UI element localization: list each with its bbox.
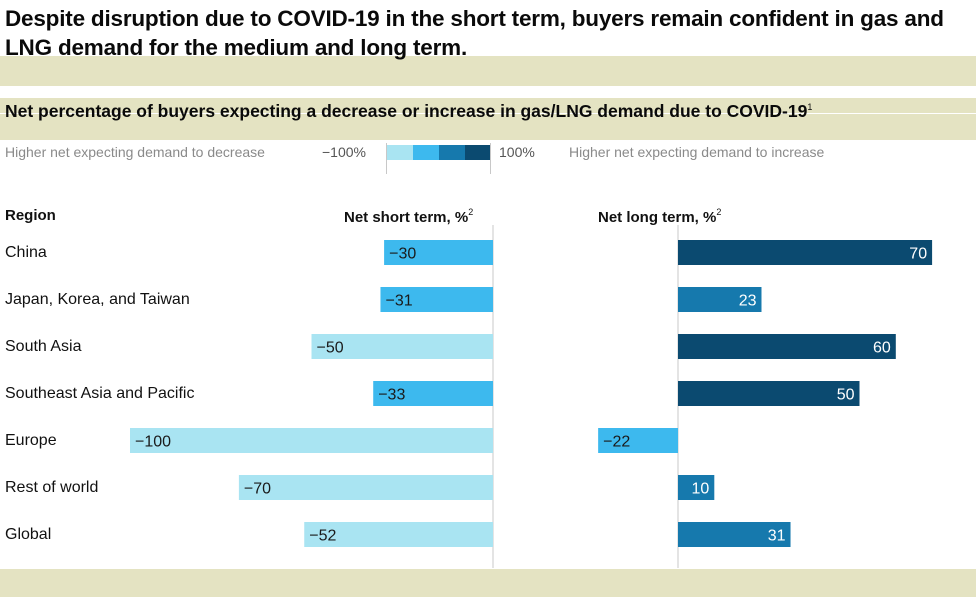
short-term-value-label: −31: [385, 293, 412, 310]
long-term-header: Net long term, %2: [598, 207, 721, 226]
region-label: South Asia: [5, 338, 82, 355]
short-term-value-label: −70: [244, 481, 271, 498]
legend-tick-left: [386, 143, 387, 174]
region-label: Europe: [5, 432, 57, 449]
region-label: Rest of world: [5, 479, 99, 496]
short-term-bar: [130, 428, 493, 453]
short-term-header: Net short term, %2: [344, 207, 473, 226]
chart-title: Despite disruption due to COVID-19 in th…: [5, 6, 944, 60]
short-term-bar: [311, 334, 493, 359]
short-term-bar: [384, 240, 493, 265]
long-term-value-label: 60: [873, 340, 891, 357]
long-term-value-label: −22: [603, 434, 630, 451]
long-term-bar: [598, 428, 678, 453]
band-subtitle-bottom: [0, 114, 976, 140]
short-term-header-text: Net short term, %: [344, 209, 469, 226]
short-term-value-label: −50: [317, 340, 344, 357]
chart-subtitle: Net percentage of buyers expecting a dec…: [5, 96, 971, 122]
legend-min-label: −100%: [322, 144, 366, 160]
short-term-footnote: 2: [468, 207, 474, 217]
subtitle-text: Net percentage of buyers expecting a dec…: [5, 101, 808, 121]
region-label: Southeast Asia and Pacific: [5, 385, 195, 402]
legend-max-label: 100%: [499, 144, 535, 160]
long-term-header-text: Net long term, %: [598, 209, 717, 226]
short-term-value-label: −30: [389, 246, 416, 263]
region-header: Region: [5, 207, 56, 224]
short-term-value-label: −33: [378, 387, 405, 404]
long-term-footnote: 2: [716, 207, 722, 217]
long-term-bar: [678, 334, 896, 359]
short-term-bar: [304, 522, 493, 547]
legend-tick-right: [490, 143, 491, 174]
long-term-bar: [678, 287, 762, 312]
short-term-bar: [373, 381, 493, 406]
long-term-value-label: 50: [837, 387, 855, 404]
short-term-bar: [380, 287, 493, 312]
short-term-value-label: −100: [135, 434, 171, 451]
long-term-value-label: 10: [692, 481, 710, 498]
region-label: China: [5, 244, 47, 261]
long-term-bar: [678, 240, 933, 265]
long-term-value-label: 70: [909, 246, 927, 263]
subtitle-footnote: 1: [807, 102, 813, 112]
long-term-bar: [678, 381, 860, 406]
legend-swatch-2: [413, 145, 439, 160]
band-subtitle-top: [0, 98, 976, 113]
long-term-value-label: 31: [768, 528, 786, 545]
legend-decrease-text: Higher net expecting demand to decrease: [5, 144, 265, 160]
long-term-bar: [678, 522, 791, 547]
region-label: Japan, Korea, and Taiwan: [5, 291, 190, 308]
band-top: [0, 56, 976, 86]
long-term-bar: [678, 475, 715, 500]
short-term-value-label: −52: [309, 528, 336, 545]
band-bottom: [0, 569, 976, 597]
legend-increase-text: Higher net expecting demand to increase: [569, 144, 825, 160]
short-term-bar: [238, 475, 493, 500]
legend-swatch-4: [465, 145, 491, 160]
long-term-value-label: 23: [739, 293, 757, 310]
legend-swatch-1: [387, 145, 413, 160]
legend-swatch-3: [439, 145, 465, 160]
region-label: Global: [5, 526, 52, 543]
